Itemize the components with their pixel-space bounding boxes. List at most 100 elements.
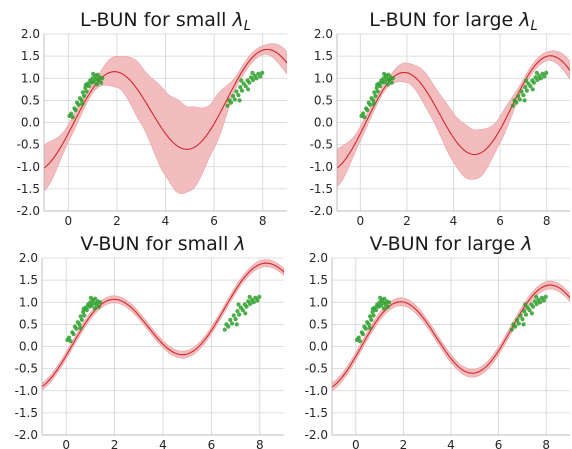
panel-1: 0 2 4 6 8 -2.0 -1.5 -1.0 -0.5 0.0 0.5 1.0 1.5 2.0 L-BU… [17, 9, 287, 228]
data-point [83, 85, 88, 91]
y-tick-label: -1.0 [310, 160, 333, 174]
y-tick-label: -1.5 [305, 406, 328, 420]
panel-title: V-BUN for small λ [80, 233, 245, 255]
data-point [81, 309, 86, 315]
data-point [515, 317, 520, 322]
y-tick-label: 0.0 [314, 116, 333, 130]
data-point [360, 332, 365, 337]
data-point [373, 93, 378, 99]
data-point [229, 321, 235, 326]
data-point [244, 304, 249, 309]
panel-title: V-BUN for large λ [370, 233, 533, 255]
data-point [368, 102, 373, 107]
y-tick-label: -0.5 [15, 362, 38, 376]
data-point [528, 84, 533, 89]
data-point [387, 300, 392, 305]
data-point [84, 308, 89, 313]
data-point [68, 339, 73, 344]
data-point [542, 74, 547, 79]
y-tick-label: 1.0 [314, 71, 333, 85]
data-point [385, 82, 390, 87]
y-tick-label: 1.0 [21, 71, 40, 85]
x-tick-label: 8 [543, 214, 551, 228]
data-point [541, 298, 546, 303]
mean-prediction-line [44, 48, 287, 169]
data-point [523, 302, 528, 307]
y-tick-label: 0.0 [21, 116, 40, 130]
data-point [534, 70, 540, 75]
data-point [100, 76, 105, 81]
data-point [247, 80, 252, 85]
data-point [371, 98, 376, 103]
data-point [86, 84, 92, 89]
y-tick-label: 2.0 [314, 27, 333, 41]
data-point [78, 325, 83, 330]
y-tick-label: -0.5 [17, 138, 40, 152]
x-tick-label: 0 [62, 438, 70, 449]
data-point [524, 78, 529, 83]
data-point [96, 304, 101, 309]
data-point [240, 308, 245, 313]
data-point [522, 98, 527, 103]
data-point [363, 326, 368, 331]
y-tick-label: -0.5 [310, 138, 333, 152]
data-point [71, 332, 76, 337]
x-tick-label: 8 [259, 214, 267, 228]
data-point [239, 78, 244, 83]
data-point [237, 312, 242, 317]
data-point [370, 306, 375, 311]
data-point [531, 304, 536, 309]
data-point [260, 70, 265, 75]
y-tick-label: -1.5 [17, 182, 40, 196]
data-point [235, 309, 240, 314]
y-tick-label: 0.0 [19, 340, 38, 354]
data-point [67, 335, 72, 340]
y-tick-label: 2.0 [21, 27, 40, 41]
data-point [543, 294, 548, 299]
data-point [76, 102, 81, 107]
data-point [82, 93, 87, 99]
x-tick-label: 2 [113, 214, 121, 228]
y-tick-label: -2.0 [305, 428, 328, 442]
data-point [522, 309, 527, 314]
data-point [361, 111, 366, 116]
data-point [254, 76, 259, 81]
panel-2: 0 2 4 6 8 -2.0 -1.5 -1.0 -0.5 0.0 0.5 1.0 1.5 2.0 L-BU… [310, 9, 570, 228]
data-point [534, 294, 539, 299]
y-tick-label: -1.0 [305, 384, 328, 398]
data-point [237, 98, 242, 103]
data-point [89, 303, 94, 308]
data-point [375, 82, 380, 87]
x-tick-label: 4 [159, 438, 167, 449]
data-point [531, 80, 537, 85]
mean-prediction-line [337, 55, 570, 169]
data-point [510, 103, 515, 108]
data-point [374, 85, 379, 91]
data-point [233, 317, 238, 322]
data-point [92, 306, 97, 311]
x-tick-label: 6 [495, 438, 503, 449]
data-point [509, 327, 514, 332]
data-point [88, 295, 93, 300]
data-point [520, 317, 525, 322]
uncertainty-band [44, 43, 287, 195]
y-tick-label: -1.0 [17, 160, 40, 174]
x-tick-label: 6 [208, 438, 216, 449]
data-point [519, 89, 524, 94]
data-point [372, 90, 377, 95]
data-point [251, 300, 256, 305]
data-point [81, 306, 86, 311]
data-point [517, 97, 523, 102]
data-point [79, 98, 84, 103]
data-point [257, 294, 262, 299]
x-tick-label: 0 [356, 214, 364, 228]
data-point [378, 303, 383, 308]
data-point [82, 313, 87, 318]
data-point [371, 101, 376, 106]
x-tick-label: 0 [352, 438, 360, 449]
data-point [513, 324, 518, 329]
data-point [535, 77, 540, 83]
y-tick-label: 1.5 [314, 49, 333, 63]
x-tick-label: 6 [496, 214, 504, 228]
data-point [538, 300, 543, 305]
